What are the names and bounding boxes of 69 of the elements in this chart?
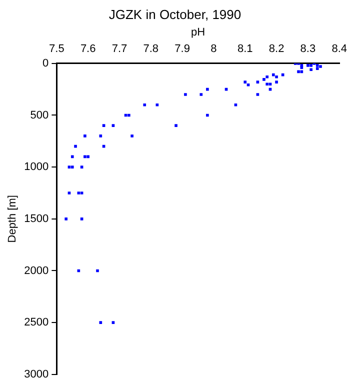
point xyxy=(143,103,146,106)
point xyxy=(74,144,77,148)
x-axis-title: pH xyxy=(190,26,206,39)
point xyxy=(297,70,300,74)
point xyxy=(70,155,74,158)
point xyxy=(96,269,99,272)
point xyxy=(316,67,319,70)
point xyxy=(310,64,312,67)
point xyxy=(80,192,84,194)
y-tick-label: 1000 xyxy=(24,161,49,174)
point xyxy=(70,166,74,168)
point xyxy=(275,75,278,78)
point xyxy=(266,82,269,86)
point xyxy=(174,124,178,128)
point xyxy=(80,217,84,220)
point xyxy=(272,73,275,76)
x-tick-label: 7.9 xyxy=(174,42,190,55)
point xyxy=(310,68,312,72)
point xyxy=(316,64,319,67)
point xyxy=(256,80,260,84)
point xyxy=(246,83,250,86)
point xyxy=(300,70,304,74)
point xyxy=(84,134,86,138)
point xyxy=(184,93,187,96)
point xyxy=(112,124,115,128)
x-tick-label: 7.5 xyxy=(49,42,64,55)
y-tick-label: 0 xyxy=(42,57,49,70)
x-tick-label: 8.2 xyxy=(268,42,284,55)
point xyxy=(84,155,86,158)
point xyxy=(99,134,102,138)
point xyxy=(156,103,159,106)
point xyxy=(130,134,134,138)
x-tick-label: 7.7 xyxy=(112,42,128,55)
point xyxy=(200,93,203,96)
point xyxy=(256,93,260,96)
x-tick-label: 7.8 xyxy=(143,42,159,55)
point xyxy=(99,321,102,324)
point xyxy=(80,166,84,168)
x-tick-label: 7.6 xyxy=(80,42,96,55)
x-tick-label: 8 xyxy=(210,42,217,55)
chart-title: JGZK in October, 1990 xyxy=(108,6,242,24)
x-tick-label: 8.4 xyxy=(332,42,348,55)
y-axis-title: Depth [m] xyxy=(6,195,19,243)
point xyxy=(102,124,106,128)
point xyxy=(206,114,209,117)
point xyxy=(234,103,238,106)
point xyxy=(77,192,80,194)
point xyxy=(86,155,90,158)
x-tick-label: 8.3 xyxy=(300,42,316,55)
y-tick-label: 2000 xyxy=(24,264,49,277)
point xyxy=(68,166,71,168)
point xyxy=(275,80,278,84)
point xyxy=(262,78,266,81)
point xyxy=(68,192,71,194)
point xyxy=(244,80,247,84)
x-tick-label: 8.1 xyxy=(237,42,253,55)
point xyxy=(306,64,310,67)
point xyxy=(64,217,68,220)
point xyxy=(112,321,115,324)
y-tick-label: 2500 xyxy=(24,316,49,329)
point xyxy=(268,82,272,86)
y-tick-label: 3000 xyxy=(24,368,49,380)
point xyxy=(77,269,80,272)
point xyxy=(206,88,209,91)
y-tick-label: 500 xyxy=(30,109,49,122)
point xyxy=(266,75,269,78)
point xyxy=(128,114,130,117)
y-tick-label: 1500 xyxy=(24,212,49,225)
point xyxy=(319,65,322,68)
